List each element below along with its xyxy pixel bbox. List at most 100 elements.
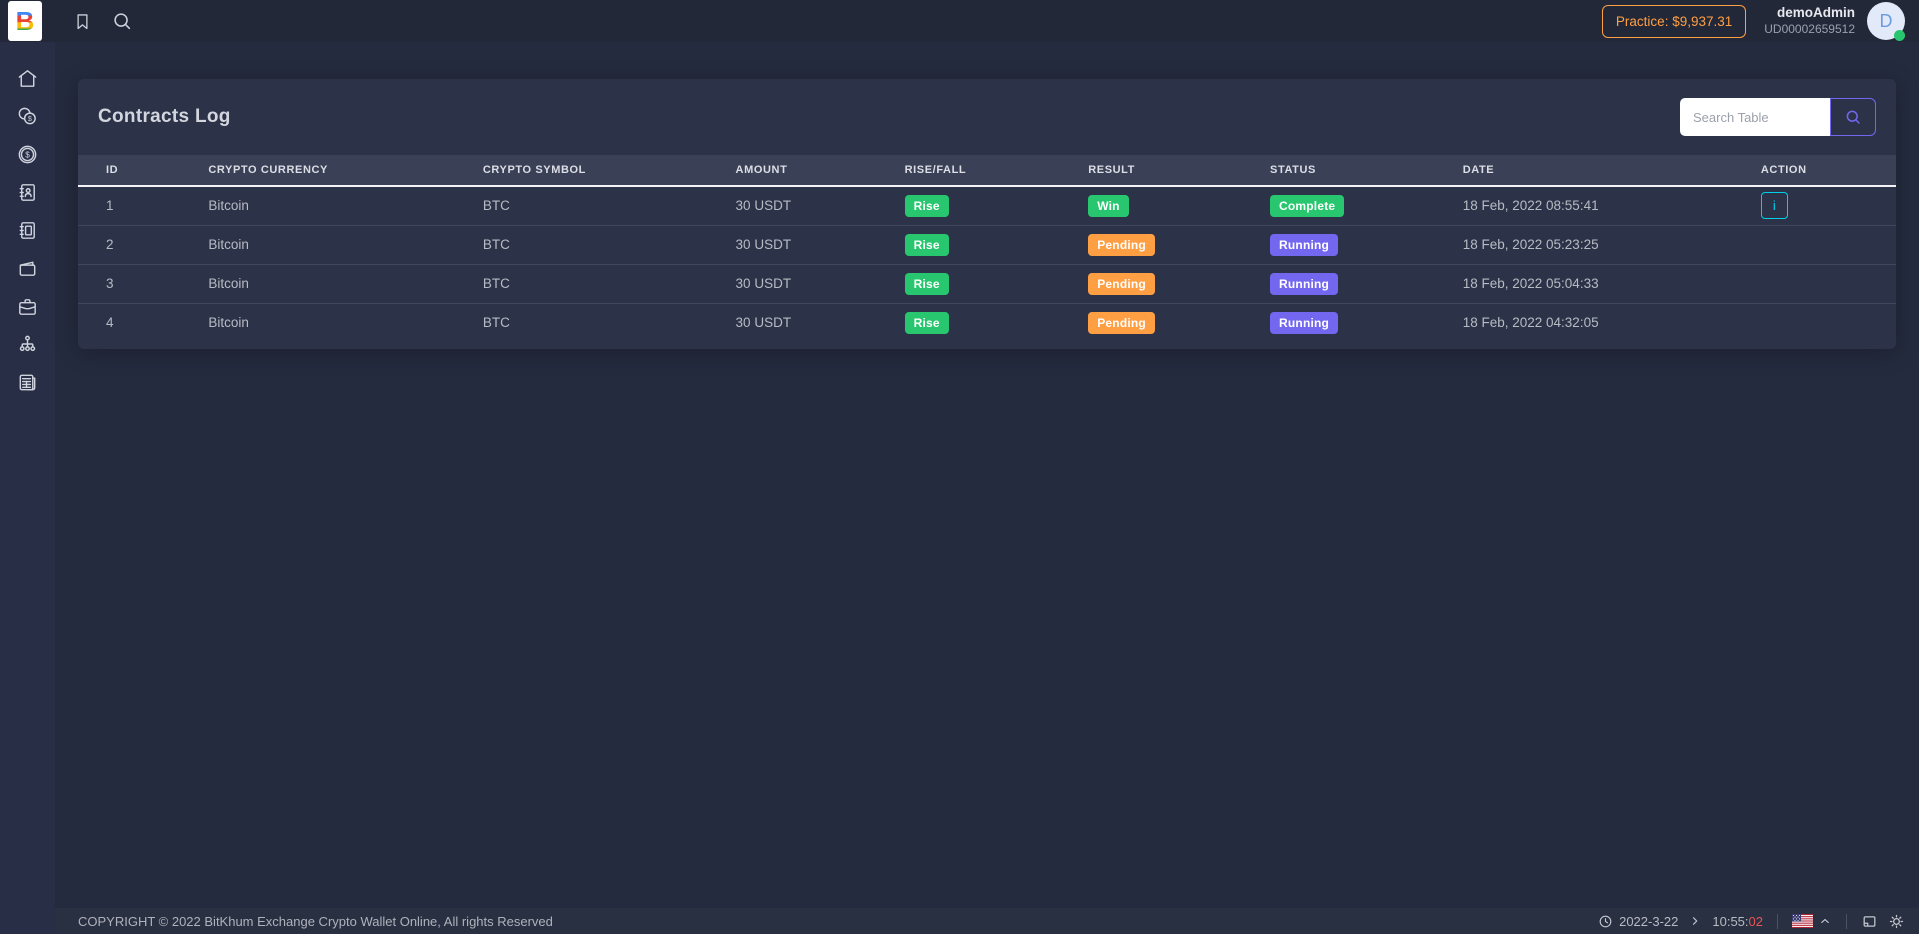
table-row: 3 Bitcoin BTC 30 USDT Rise Pending Running 18 F… — [78, 264, 1896, 304]
running-badge: Running — [1270, 272, 1339, 295]
avatar[interactable]: D — [1867, 2, 1905, 41]
user-menu[interactable]: demoAdmin UD00002659512 D — [1764, 2, 1905, 41]
sidebar-item-ledger[interactable] — [0, 363, 55, 401]
cell-id: 4 — [106, 315, 114, 331]
search-icon[interactable] — [111, 10, 133, 32]
column-header: AMOUNT — [721, 155, 891, 187]
cell-id: 3 — [78, 264, 195, 304]
divider — [1777, 913, 1778, 929]
svg-text:B: B — [16, 6, 35, 36]
app-logo[interactable]: B — [8, 1, 42, 41]
column-header: ACTION — [1746, 155, 1896, 187]
sidebar-item-notebook[interactable] — [0, 211, 55, 249]
footer-date: 2022-3-22 — [1619, 913, 1679, 929]
cell-action: i — [1746, 186, 1896, 226]
ledger-icon — [19, 374, 36, 390]
rise-badge: Rise — [904, 272, 949, 295]
svg-text:$: $ — [28, 114, 32, 122]
column-header: RESULT — [1074, 155, 1257, 187]
cell-amount: 30 USDT — [721, 225, 891, 265]
fullscreen-icon[interactable] — [1861, 913, 1878, 930]
cell-symbol: BTC — [468, 264, 722, 304]
sidebar-item-wallet[interactable] — [0, 249, 55, 287]
cell-id: 2 — [78, 225, 195, 265]
sidebar-item-address-book[interactable] — [0, 173, 55, 211]
wallet-icon — [19, 261, 36, 276]
practice-balance-badge[interactable]: Practice: $9,937.31 — [1601, 4, 1747, 38]
cell-symbol: BTC — [482, 315, 510, 331]
search-input[interactable] — [1680, 98, 1830, 136]
sitemap-icon — [19, 335, 36, 351]
svg-text:$: $ — [25, 150, 30, 159]
page-title: Contracts Log — [98, 106, 231, 127]
cell-rise-fall: Rise — [891, 303, 1075, 342]
cell-rise-fall: Rise — [890, 186, 1075, 226]
cell-status: Running — [1256, 264, 1449, 304]
table-header-row: ID CRYPTO CURRENCY CRYPTO SYMBOL AMOUNT RISE… — [78, 155, 1896, 187]
pending-badge: Pending — [1088, 272, 1155, 295]
copyright-text: COPYRIGHT © 2022 BitKhum Exchange Crypto… — [78, 913, 553, 929]
column-header: CRYPTO SYMBOL — [468, 155, 722, 187]
cell-action — [1746, 264, 1896, 304]
cell-amount: 30 USDT — [721, 186, 891, 226]
complete-badge: Complete — [1270, 194, 1345, 217]
cell-result: Win — [1074, 186, 1257, 226]
info-button[interactable]: i — [1760, 192, 1788, 220]
table-row: 2 Bitcoin BTC 30 USDT Rise Pending Running 18 F… — [78, 225, 1896, 265]
topbar: B Practice: $9,937.31 demoAdmin UD000026… — [0, 0, 1919, 42]
pending-badge: Pending — [1088, 311, 1155, 334]
win-badge: Win — [1088, 194, 1129, 217]
theme-toggle-sun-icon[interactable] — [1888, 913, 1905, 930]
footer: COPYRIGHT © 2022 BitKhum Exchange Crypto… — [55, 908, 1919, 934]
cell-date: 18 Feb, 2022 04:32:05 — [1462, 315, 1599, 331]
column-header: RISE/FALL — [890, 155, 1075, 187]
column-header: ID — [78, 155, 195, 187]
search-button[interactable] — [1830, 98, 1876, 136]
clock-icon — [1598, 914, 1613, 929]
cell-rise-fall: Rise — [890, 264, 1075, 304]
cell-currency: Bitcoin — [208, 315, 249, 331]
sidebar-item-coin-dollar[interactable]: $ — [0, 135, 55, 173]
online-status-dot — [1894, 30, 1905, 41]
language-selector[interactable] — [1792, 914, 1832, 928]
sidebar-item-home[interactable] — [0, 59, 55, 97]
divider — [1846, 913, 1847, 929]
contracts-table: ID CRYPTO CURRENCY CRYPTO SYMBOL AMOUNT RISE… — [78, 155, 1896, 342]
cell-amount: 30 USDT — [735, 315, 792, 331]
home-icon — [18, 69, 37, 87]
notebook-icon — [19, 221, 35, 239]
caret-up-icon — [1821, 918, 1829, 924]
user-id: UD00002659512 — [1764, 21, 1855, 36]
cell-action — [1746, 225, 1896, 265]
cell-currency: Bitcoin — [194, 264, 469, 304]
username: demoAdmin — [1776, 5, 1855, 21]
table-search — [1680, 98, 1876, 136]
sidebar-item-coins[interactable]: $ — [0, 97, 55, 135]
briefcase-icon — [19, 298, 36, 315]
footer-time: 10:55:02 — [1712, 913, 1763, 929]
cell-date: 18 Feb, 2022 05:23:25 — [1448, 225, 1747, 265]
cell-currency: Bitcoin — [194, 225, 469, 265]
rise-badge: Rise — [904, 233, 949, 256]
cell-amount: 30 USDT — [721, 264, 891, 304]
bookmark-icon[interactable] — [72, 11, 93, 32]
running-badge: Running — [1270, 311, 1339, 334]
avatar-letter: D — [1879, 10, 1893, 31]
chevron-right-icon — [1688, 914, 1702, 928]
search-icon — [1846, 110, 1860, 124]
column-header: CRYPTO CURRENCY — [194, 155, 469, 187]
footer-seconds: 02 — [1748, 913, 1763, 929]
running-badge: Running — [1270, 233, 1339, 256]
cell-symbol: BTC — [468, 186, 722, 226]
logo-b-icon: B — [16, 6, 35, 36]
table-row: 4 Bitcoin BTC 30 USDT Rise Pending Running 18 F… — [78, 303, 1896, 342]
coin-dollar-icon: $ — [18, 145, 37, 163]
sidebar-item-briefcase[interactable] — [0, 287, 55, 325]
sidebar-item-sitemap[interactable] — [0, 325, 55, 363]
cell-rise-fall: Rise — [890, 225, 1075, 265]
us-flag-icon — [1792, 914, 1813, 928]
cell-action — [1747, 303, 1896, 342]
cell-result: Pending — [1074, 225, 1257, 265]
